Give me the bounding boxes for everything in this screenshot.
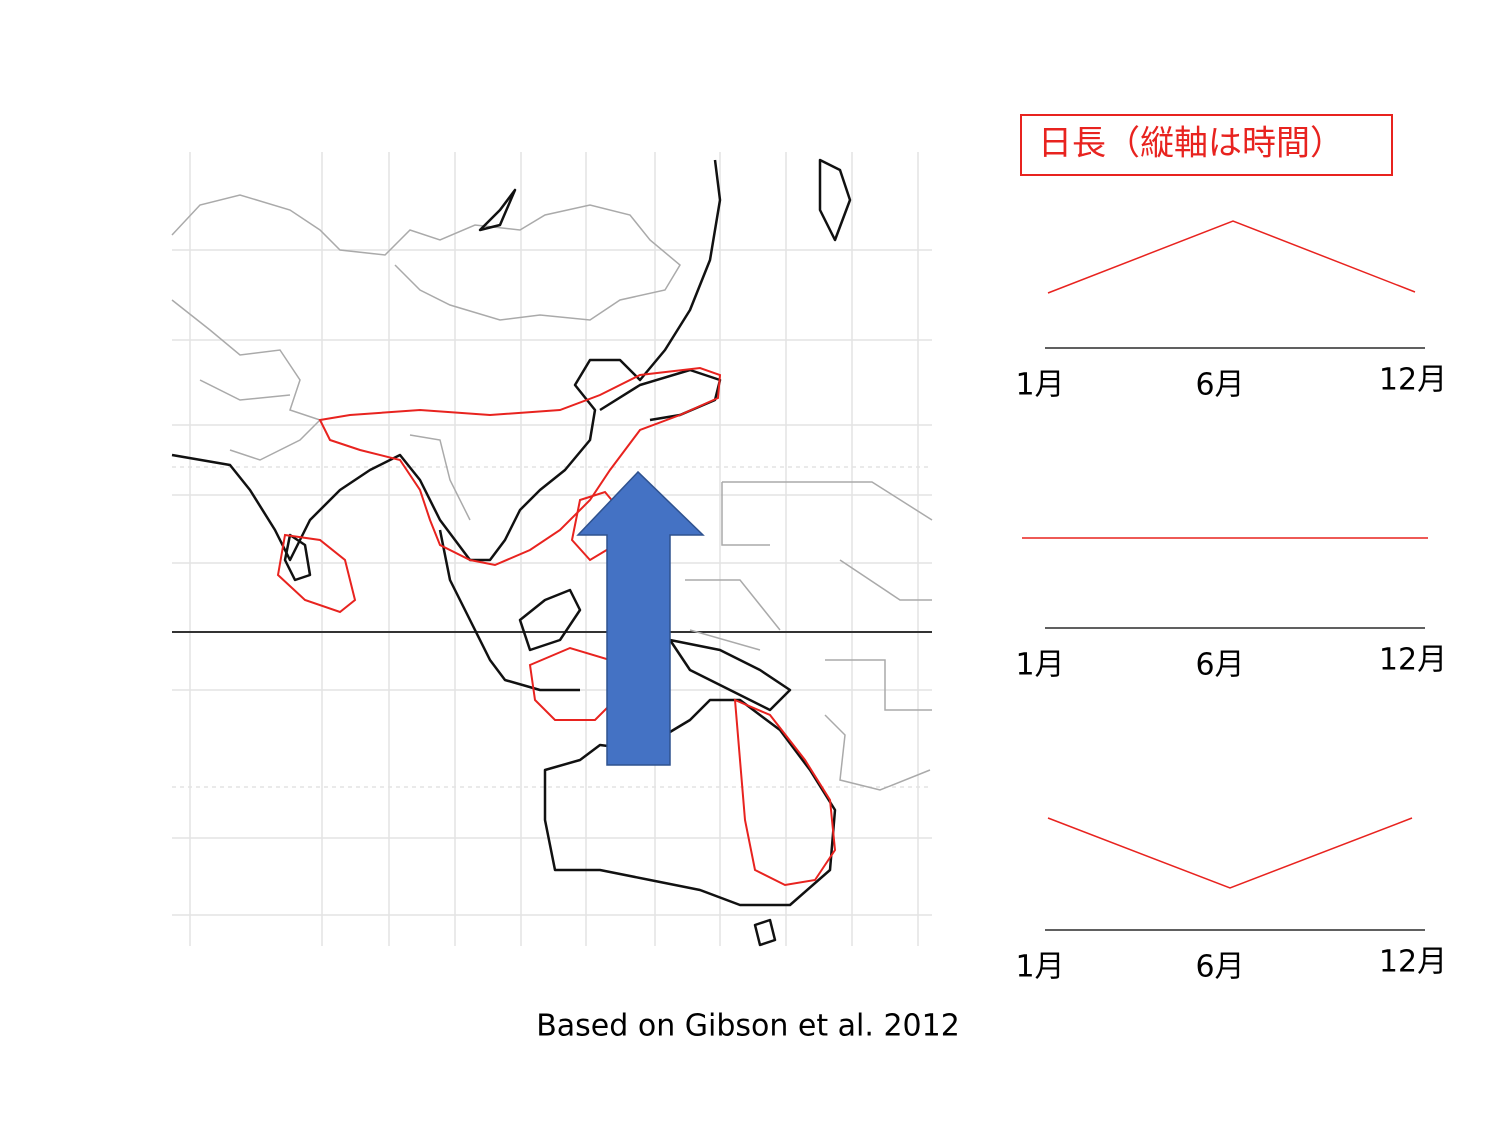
month-label: 12月 bbox=[1379, 363, 1447, 398]
legend-box bbox=[1020, 114, 1393, 176]
month-label: 6月 bbox=[1195, 368, 1244, 403]
map bbox=[171, 152, 933, 947]
month-label: 12月 bbox=[1379, 643, 1447, 678]
month-label: 6月 bbox=[1195, 950, 1244, 985]
legend-title: 日長（縦軸は時間） bbox=[1038, 124, 1344, 164]
caption: Based on Gibson et al. 2012 bbox=[536, 1009, 960, 1044]
daylength-panel: 日長（縦軸は時間） bbox=[1020, 114, 1428, 931]
borders bbox=[171, 194, 933, 791]
migration-arrow bbox=[576, 470, 705, 766]
month-label: 6月 bbox=[1195, 648, 1244, 683]
month-label: 1月 bbox=[1015, 368, 1064, 403]
month-label: 1月 bbox=[1015, 648, 1064, 683]
daylength-curve bbox=[1047, 817, 1413, 889]
month-label: 12月 bbox=[1379, 945, 1447, 980]
daylength-curve bbox=[1047, 220, 1416, 294]
month-label: 1月 bbox=[1015, 950, 1064, 985]
